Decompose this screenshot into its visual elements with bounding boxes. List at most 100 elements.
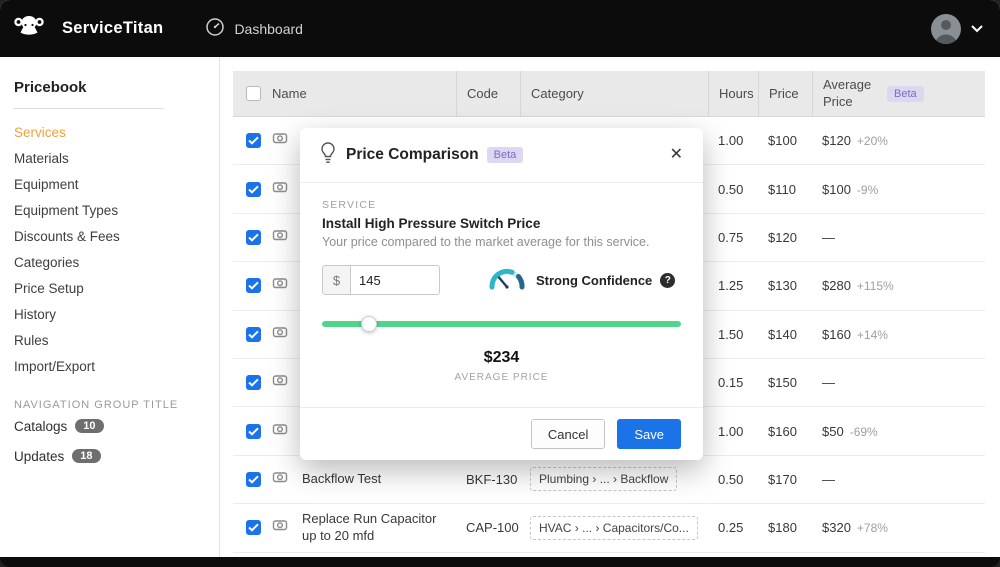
table-row: Backflow Test BKF-130 Plumbing › ... › Bac…: [233, 455, 985, 505]
price-delta: +14%: [856, 327, 888, 342]
item-category: Plumbing › ... › Backflow: [530, 467, 718, 492]
sidebar-item-discounts-fees[interactable]: Discounts & Fees: [14, 228, 120, 244]
item-average-price: —: [822, 471, 835, 487]
confidence-label: Strong Confidence: [536, 272, 653, 288]
item-average-price: —: [822, 375, 835, 391]
row-checkbox[interactable]: [246, 520, 261, 536]
column-header-hours: Hours: [708, 71, 768, 116]
modal-title: Price Comparison: [346, 146, 479, 163]
brand-name: ServiceTitan: [62, 19, 164, 37]
item-icon: [272, 421, 302, 442]
close-icon[interactable]: ✕: [669, 146, 683, 163]
item-average-price: —: [822, 229, 835, 245]
row-checkbox[interactable]: [246, 375, 261, 391]
item-icon: [272, 469, 302, 490]
count-badge: 10: [75, 419, 104, 433]
header-checkbox[interactable]: [246, 86, 261, 101]
sidebar-item-services[interactable]: Services: [14, 124, 66, 140]
user-menu[interactable]: [931, 13, 1000, 44]
row-checkbox[interactable]: [246, 471, 261, 487]
help-icon[interactable]: ?: [660, 272, 676, 288]
item-price: $130: [768, 278, 797, 294]
price-input[interactable]: [351, 266, 439, 294]
sidebar-item-label: Updates: [14, 448, 65, 464]
category-chip[interactable]: Plumbing › ... › Backflow: [530, 467, 678, 492]
service-description: Your price compared to the market averag…: [322, 235, 650, 249]
item-price: $160: [768, 423, 797, 439]
item-average-price: $160 +14%: [822, 326, 888, 342]
column-header-name: Name: [272, 86, 307, 101]
item-price: $100: [768, 133, 797, 149]
item-hours: 0.50: [718, 471, 744, 487]
item-hours: 1.25: [718, 278, 744, 294]
item-price: $110: [768, 181, 796, 197]
sidebar-item-import-export[interactable]: Import/Export: [14, 358, 96, 374]
item-icon: [272, 517, 302, 538]
item-icon: [272, 372, 302, 393]
item-price: $120: [768, 229, 797, 245]
item-name: Backflow Test: [302, 470, 382, 486]
sidebar-item-catalogs[interactable]: Catalogs 10: [14, 411, 219, 441]
item-average-price: $100 -9%: [822, 181, 879, 197]
price-comparison-modal: Price Comparison Beta ✕ SERVICE Install …: [300, 128, 703, 460]
modal-header: Price Comparison Beta ✕: [300, 128, 703, 183]
average-price-value: $234: [483, 349, 520, 366]
row-checkbox[interactable]: [246, 181, 261, 197]
sidebar-item-categories[interactable]: Categories: [14, 254, 80, 270]
topbar: ServiceTitan Dashboard: [0, 0, 1000, 57]
price-input-group: $: [322, 265, 440, 295]
price-slider[interactable]: [322, 316, 681, 332]
item-hours: 0.25: [718, 520, 744, 536]
item-hours: 0.50: [718, 181, 744, 197]
item-hours: 1.00: [718, 133, 744, 149]
item-price: $150: [768, 375, 797, 391]
sidebar-item-rules[interactable]: Rules: [14, 332, 49, 348]
item-average-price: $320 +78%: [822, 520, 888, 536]
sidebar-divider: [14, 108, 164, 109]
row-checkbox[interactable]: [246, 326, 261, 342]
sidebar-item-price-setup[interactable]: Price Setup: [14, 280, 84, 296]
sidebar-item-equipment-types[interactable]: Equipment Types: [14, 202, 119, 218]
row-checkbox[interactable]: [246, 133, 261, 149]
item-hours: 0.15: [718, 375, 744, 391]
item-code: CAP-100: [466, 520, 519, 536]
servicetitan-logo[interactable]: [0, 0, 58, 57]
item-price: $140: [768, 326, 797, 342]
avatar[interactable]: [931, 13, 961, 44]
chevron-down-icon[interactable]: [970, 20, 984, 38]
dashboard-icon: [205, 17, 225, 40]
price-delta: +78%: [856, 521, 888, 536]
average-block: $234 AVERAGE PRICE: [322, 349, 681, 383]
sidebar-item-equipment[interactable]: Equipment: [14, 176, 79, 192]
save-button[interactable]: Save: [617, 419, 681, 449]
row-checkbox[interactable]: [246, 423, 261, 439]
price-delta: -69%: [849, 424, 878, 439]
price-delta: -9%: [856, 182, 879, 197]
row-checkbox[interactable]: [246, 229, 261, 245]
cancel-button[interactable]: Cancel: [530, 419, 606, 449]
sidebar-item-history[interactable]: History: [14, 306, 57, 322]
item-icon: [272, 275, 302, 296]
table-header: Name Code Category Hours Price Average P…: [233, 71, 985, 117]
slider-handle[interactable]: [360, 316, 377, 332]
price-delta: +115%: [856, 279, 894, 294]
gauge-icon: [488, 266, 526, 295]
item-name: Replace Run Capacitor up to 20 mfd: [302, 510, 437, 543]
item-hours: 0.75: [718, 229, 744, 245]
row-checkbox[interactable]: [246, 278, 261, 294]
nav-dashboard[interactable]: Dashboard: [205, 17, 303, 40]
ram-logo-icon: [12, 9, 46, 48]
currency-prefix: $: [323, 266, 351, 294]
item-average-price: $120 +20%: [822, 133, 888, 149]
item-code: BKF-130: [466, 471, 518, 487]
sidebar-item-materials[interactable]: Materials: [14, 150, 69, 166]
column-header-price: Price: [758, 71, 822, 116]
sidebar-title: Pricebook: [14, 79, 87, 96]
item-hours: 1.00: [718, 423, 744, 439]
category-chip[interactable]: HVAC › ... › Capacitors/Co...: [530, 515, 698, 540]
sidebar-item-label: Catalogs: [14, 418, 68, 434]
sidebar: Pricebook Services Materials Equipment Equi…: [0, 57, 220, 557]
sidebar-nav: Services Materials Equipment Equipment Type…: [14, 119, 219, 379]
sidebar-item-updates[interactable]: Updates 18: [14, 441, 219, 471]
